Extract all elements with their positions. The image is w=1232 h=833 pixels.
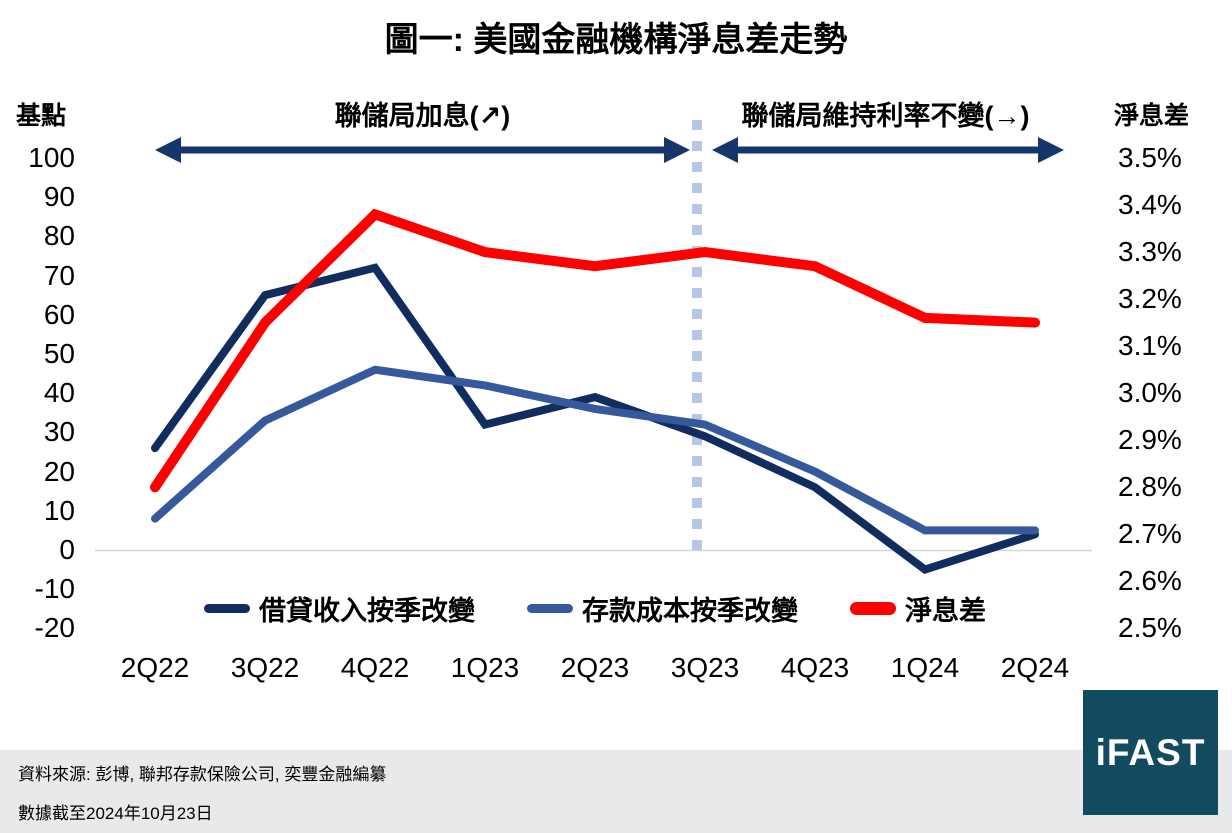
right-axis-tick: 2.8% [1118,471,1182,503]
left-axis-title: 基點 [16,102,67,130]
right-axis-tick: 2.7% [1118,518,1182,550]
right-axis-tick: 3.5% [1118,142,1182,173]
x-axis-tick: 2Q22 [120,652,190,683]
chart-title: 圖一: 美國金融機構淨息差走勢 [384,21,848,59]
legend-item-1: 存款成本按季改變 [527,589,798,628]
ifast-logo: iFAST [1083,690,1218,815]
left-axis-tick: 90 [43,181,75,213]
left-axis-tick: 80 [43,220,75,252]
legend-label: 借貸收入按季改變 [259,596,475,626]
series-line-1 [151,365,1039,535]
x-axis-tick: 1Q23 [450,652,520,683]
ifast-logo-text: iFAST [1095,731,1206,773]
annotation-rate-hike: 聯儲局加息(↗) [334,101,511,131]
legend-swatch-icon [850,602,896,615]
left-axis-tick: 100 [28,142,75,173]
right-axis-tick: 3.0% [1118,377,1182,409]
legend: 借貸收入按季改變 存款成本按季改變 淨息差 [95,589,1095,628]
footer: 資料來源: 彭博, 聯邦存款保險公司, 奕豐金融編纂 數據截至2024年10月2… [0,750,1232,833]
x-axis-tick: 3Q22 [230,652,300,683]
right-axis-title: 淨息差 [1114,102,1190,130]
source-text: 資料來源: 彭博, 聯邦存款保險公司, 奕豐金融編纂 [18,765,387,784]
date-text: 數據截至2024年10月23日 [18,804,213,823]
rate-hike-arrow-right-head [664,137,690,163]
left-axis-tick: 70 [43,259,75,291]
rate-hold-arrow-left-head [712,137,738,163]
x-axis-tick: 4Q23 [780,652,850,683]
right-axis-tick: 2.6% [1118,565,1182,597]
rate-hold-arrow-right-head [1038,137,1064,163]
legend-item-2: 淨息差 [850,589,986,628]
x-axis-tick: 2Q24 [1000,652,1070,683]
legend-label: 存款成本按季改變 [582,596,798,626]
right-axis-tick: 3.2% [1118,283,1182,315]
left-axis-tick: 40 [43,377,75,409]
left-axis-tick: -20 [34,612,75,644]
left-axis-tick: 50 [43,338,75,369]
series-line-2 [150,208,1040,493]
right-axis-tick: 3.3% [1118,236,1182,268]
left-axis-tick: 0 [59,534,75,565]
legend-swatch-icon [527,604,573,613]
legend-item-0: 借貸收入按季改變 [204,589,475,628]
annotation-rate-hold: 聯儲局維持利率不變(→) [741,101,1030,131]
left-axis-tick: -10 [34,573,75,605]
x-axis-tick: 4Q22 [340,652,410,683]
right-axis-tick: 3.1% [1118,330,1182,362]
left-axis-tick: 60 [43,298,75,330]
left-axis-tick: 30 [43,416,75,448]
legend-label: 淨息差 [905,596,986,626]
left-axis-tick: 10 [43,494,75,526]
legend-swatch-icon [204,604,250,613]
rate-hike-arrow-left-head [155,137,181,163]
right-axis-tick: 3.4% [1118,189,1182,221]
x-axis-tick: 2Q23 [560,652,630,683]
right-axis-tick: 2.9% [1118,424,1182,456]
right-axis-tick: 2.5% [1118,612,1182,644]
left-axis-tick: 20 [43,455,75,487]
x-axis-tick: 1Q24 [890,652,960,683]
x-axis-tick: 3Q23 [670,652,740,683]
